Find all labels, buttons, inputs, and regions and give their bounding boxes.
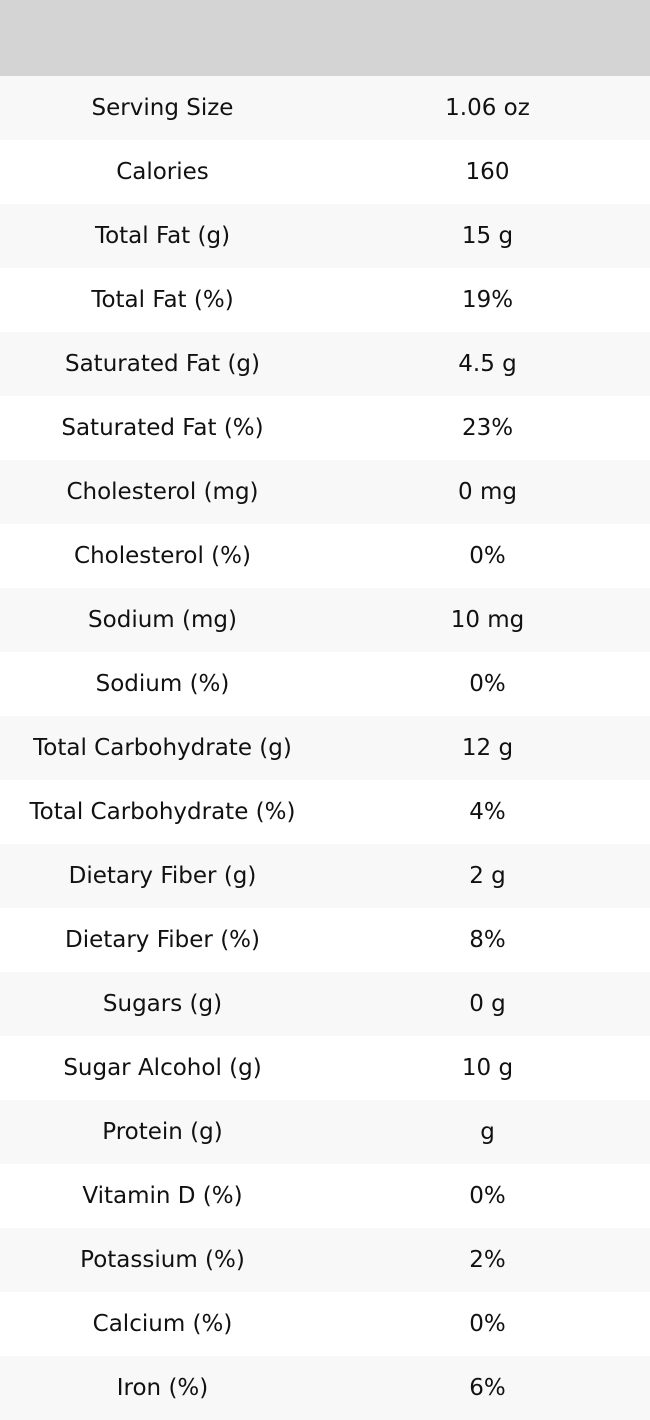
nutrient-label: Serving Size bbox=[91, 95, 234, 121]
nutrient-label: Calcium (%) bbox=[92, 1311, 233, 1337]
nutrient-value: 4.5 g bbox=[458, 351, 517, 377]
nutrient-label: Dietary Fiber (%) bbox=[64, 927, 260, 953]
table-row: Total Carbohydrate (%) 4% bbox=[0, 780, 650, 844]
table-header-bar bbox=[0, 0, 650, 76]
table-row: Total Fat (%) 19% bbox=[0, 268, 650, 332]
table-row: Cholesterol (%) 0% bbox=[0, 524, 650, 588]
nutrient-label: Dietary Fiber (g) bbox=[68, 863, 257, 889]
table-row: Cholesterol (mg) 0 mg bbox=[0, 460, 650, 524]
nutrient-value: 0 g bbox=[469, 991, 506, 1017]
nutrient-label: Vitamin D (%) bbox=[82, 1183, 243, 1209]
table-row: Saturated Fat (%) 23% bbox=[0, 396, 650, 460]
nutrition-table: Serving Size 1.06 oz Calories 160 Total … bbox=[0, 76, 650, 1420]
table-row: Iron (%) 6% bbox=[0, 1356, 650, 1420]
table-row: Total Carbohydrate (g) 12 g bbox=[0, 716, 650, 780]
nutrient-value: 0% bbox=[469, 1311, 506, 1337]
table-row: Sugars (g) 0 g bbox=[0, 972, 650, 1036]
table-row: Dietary Fiber (g) 2 g bbox=[0, 844, 650, 908]
nutrient-label: Sodium (%) bbox=[95, 671, 230, 697]
table-row: Dietary Fiber (%) 8% bbox=[0, 908, 650, 972]
nutrient-label: Total Carbohydrate (g) bbox=[33, 735, 292, 761]
nutrient-label: Sugar Alcohol (g) bbox=[63, 1055, 262, 1081]
nutrient-value: 23% bbox=[461, 415, 514, 441]
nutrient-value: 160 bbox=[465, 159, 510, 185]
nutrient-label: Calories bbox=[116, 159, 209, 185]
nutrient-value: 8% bbox=[469, 927, 506, 953]
nutrient-value: g bbox=[480, 1119, 495, 1145]
nutrient-label: Total Fat (g) bbox=[94, 223, 231, 249]
nutrient-label: Cholesterol (mg) bbox=[66, 479, 259, 505]
table-row: Calories 160 bbox=[0, 140, 650, 204]
nutrient-value: 0% bbox=[469, 543, 506, 569]
nutrient-label: Sugars (g) bbox=[102, 991, 223, 1017]
nutrient-value: 10 mg bbox=[450, 607, 525, 633]
nutrient-value: 2 g bbox=[469, 863, 506, 889]
nutrient-label: Cholesterol (%) bbox=[74, 543, 251, 569]
table-row: Saturated Fat (g) 4.5 g bbox=[0, 332, 650, 396]
nutrient-value: 19% bbox=[461, 287, 514, 313]
nutrient-value: 2% bbox=[469, 1247, 506, 1273]
nutrient-value: 10 g bbox=[461, 1055, 514, 1081]
nutrient-value: 6% bbox=[469, 1375, 506, 1401]
nutrient-label: Iron (%) bbox=[116, 1375, 209, 1401]
table-row: Sodium (%) 0% bbox=[0, 652, 650, 716]
nutrient-value: 12 g bbox=[461, 735, 514, 761]
nutrient-label: Total Fat (%) bbox=[91, 287, 234, 313]
table-row: Potassium (%) 2% bbox=[0, 1228, 650, 1292]
nutrient-value: 0% bbox=[469, 671, 506, 697]
table-row: Vitamin D (%) 0% bbox=[0, 1164, 650, 1228]
table-row: Calcium (%) 0% bbox=[0, 1292, 650, 1356]
table-row: Protein (g) g bbox=[0, 1100, 650, 1164]
nutrient-label: Protein (g) bbox=[102, 1119, 223, 1145]
table-row: Sodium (mg) 10 mg bbox=[0, 588, 650, 652]
table-row: Serving Size 1.06 oz bbox=[0, 76, 650, 140]
nutrient-label: Saturated Fat (g) bbox=[64, 351, 260, 377]
nutrient-value: 4% bbox=[469, 799, 506, 825]
nutrient-value: 0 mg bbox=[458, 479, 517, 505]
nutrient-value: 15 g bbox=[461, 223, 514, 249]
nutrient-label: Sodium (mg) bbox=[88, 607, 237, 633]
nutrient-value: 0% bbox=[469, 1183, 506, 1209]
nutrient-label: Potassium (%) bbox=[80, 1247, 245, 1273]
nutrient-label: Total Carbohydrate (%) bbox=[29, 799, 296, 825]
table-row: Sugar Alcohol (g) 10 g bbox=[0, 1036, 650, 1100]
table-row: Total Fat (g) 15 g bbox=[0, 204, 650, 268]
nutrient-value: 1.06 oz bbox=[445, 95, 530, 121]
nutrient-label: Saturated Fat (%) bbox=[61, 415, 264, 441]
